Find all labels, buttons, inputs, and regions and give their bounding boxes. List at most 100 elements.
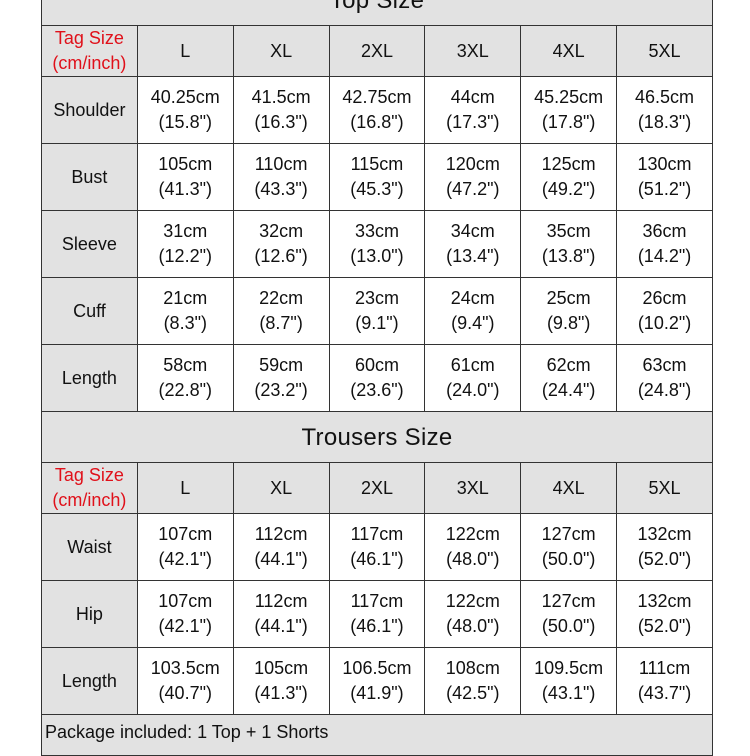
value-inch: (cm/inch) (52, 53, 127, 73)
value-cm: 44cm (450, 87, 495, 107)
value-inch: (24.8") (637, 380, 692, 400)
table-row: Cuff 21cm (8.3") 22cm (8.7") 23cm (9.1") 24cm (9… (41, 277, 713, 345)
measurement-cell: 32cm (12.6") (232, 210, 330, 278)
size-header: 4XL (520, 462, 618, 514)
value-cm: Tag Size (54, 465, 124, 485)
value-inch: (10.2") (637, 313, 692, 333)
value-cm: 59cm (259, 355, 304, 375)
measurement-cell: 117cm (46.1") (328, 580, 426, 648)
measurement-label: Bust (41, 143, 138, 211)
value-inch: (52.0") (637, 549, 692, 569)
value-inch: (43.3") (254, 179, 308, 199)
value-inch: (cm/inch) (52, 490, 127, 510)
value-cm: 111cm (638, 658, 691, 678)
tag-size-label: Tag Size (cm/inch) (41, 462, 138, 514)
measurement-cell: 127cm (50.0") (520, 513, 618, 581)
measurement-cell: 103.5cm (40.7") (136, 647, 234, 715)
value-inch: (15.8") (158, 112, 212, 132)
value-inch: (46.1") (350, 616, 404, 636)
value-cm: 127cm (541, 591, 596, 611)
measurement-label: Length (41, 344, 138, 412)
value-inch: (47.2") (446, 179, 500, 199)
value-cm: 117cm (350, 591, 404, 611)
value-cm: 115cm (350, 154, 404, 174)
measurement-cell: 40.25cm (15.8") (136, 76, 234, 144)
table-row: Sleeve 31cm (12.2") 32cm (12.6") 33cm (13.0") 3… (41, 210, 713, 278)
value-cm: 58cm (163, 355, 208, 375)
value-cm: 120cm (445, 154, 500, 174)
measurement-label: Hip (41, 580, 138, 648)
measurement-cell: 59cm (23.2") (232, 344, 330, 412)
value-inch: (43.1") (541, 683, 596, 703)
table-row: Waist 107cm (42.1") 112cm (44.1") 117cm (46.1"… (41, 513, 713, 581)
value-inch: (17.8") (541, 112, 596, 132)
value-cm: 33cm (354, 221, 399, 241)
value-inch: (8.7") (259, 313, 303, 333)
value-inch: (18.3") (637, 112, 692, 132)
size-header-row: Tag Size (cm/inch) L XL 2XL 3XL 4XL 5XL (41, 462, 713, 514)
measurement-label: Shoulder (41, 76, 138, 144)
measurement-cell: 130cm (51.2") (616, 143, 713, 211)
measurement-label: Sleeve (41, 210, 138, 278)
value-cm: 132cm (637, 591, 692, 611)
value-cm: 22cm (259, 288, 304, 308)
value-inch: (52.0") (637, 616, 692, 636)
value-cm: 106.5cm (342, 658, 412, 678)
value-cm: 122cm (445, 591, 500, 611)
measurement-cell: 24cm (9.4") (424, 277, 522, 345)
measurement-cell: 122cm (48.0") (424, 580, 522, 648)
value-cm: 112cm (254, 524, 308, 544)
measurement-cell: 21cm (8.3") (136, 277, 234, 345)
value-cm: 112cm (254, 591, 308, 611)
measurement-cell: 127cm (50.0") (520, 580, 618, 648)
measurement-cell: 106.5cm (41.9") (328, 647, 426, 715)
value-inch: (17.3") (446, 112, 500, 132)
value-cm: 60cm (354, 355, 399, 375)
value-inch: (41.3") (158, 179, 212, 199)
value-cm: 122cm (445, 524, 500, 544)
value-inch: (41.9") (350, 683, 404, 703)
value-cm: 21cm (163, 288, 208, 308)
section-title: Top Size (41, 0, 713, 26)
measurement-cell: 111cm (43.7") (616, 647, 713, 715)
measurement-cell: 107cm (42.1") (136, 513, 234, 581)
value-inch: (50.0") (541, 549, 596, 569)
size-header: 2XL (328, 25, 426, 77)
value-inch: (24.0") (446, 380, 500, 400)
value-cm: 24cm (450, 288, 495, 308)
measurement-cell: 60cm (23.6") (328, 344, 426, 412)
value-cm: 132cm (637, 524, 692, 544)
package-note: Package included: 1 Top + 1 Shorts (41, 714, 713, 756)
value-inch: (44.1") (254, 549, 308, 569)
value-inch: (23.2") (254, 380, 308, 400)
measurement-cell: 115cm (45.3") (328, 143, 426, 211)
value-cm: 127cm (541, 524, 596, 544)
table-row: Length 58cm (22.8") 59cm (23.2") 60cm (23.6") 6… (41, 344, 713, 412)
value-cm: 40.25cm (150, 87, 220, 107)
value-cm: 107cm (158, 524, 213, 544)
measurement-cell: 44cm (17.3") (424, 76, 522, 144)
table-row: Length 103.5cm (40.7") 105cm (41.3") 106.5cm (… (41, 647, 713, 715)
value-inch: (48.0") (446, 616, 500, 636)
size-header: 3XL (424, 462, 522, 514)
measurement-cell: 105cm (41.3") (136, 143, 234, 211)
value-cm: 31cm (163, 221, 208, 241)
measurement-cell: 117cm (46.1") (328, 513, 426, 581)
value-cm: 63cm (642, 355, 687, 375)
value-inch: (9.4") (451, 313, 495, 333)
value-cm: Tag Size (54, 28, 124, 48)
value-inch: (12.2") (158, 246, 212, 266)
value-inch: (22.8") (158, 380, 212, 400)
value-inch: (46.1") (350, 549, 404, 569)
size-table: Top Size Tag Size (cm/inch) L XL 2XL 3XL 4XL 5XL… (41, 0, 713, 756)
value-cm: 62cm (546, 355, 591, 375)
measurement-cell: 42.75cm (16.8") (328, 76, 426, 144)
value-cm: 108cm (445, 658, 500, 678)
value-cm: 103.5cm (150, 658, 220, 678)
measurement-cell: 36cm (14.2") (616, 210, 713, 278)
size-header: 4XL (520, 25, 618, 77)
table-row: Shoulder 40.25cm (15.8") 41.5cm (16.3") 42.75… (41, 76, 713, 144)
measurement-cell: 132cm (52.0") (616, 580, 713, 648)
value-cm: 25cm (546, 288, 591, 308)
measurement-cell: 122cm (48.0") (424, 513, 522, 581)
